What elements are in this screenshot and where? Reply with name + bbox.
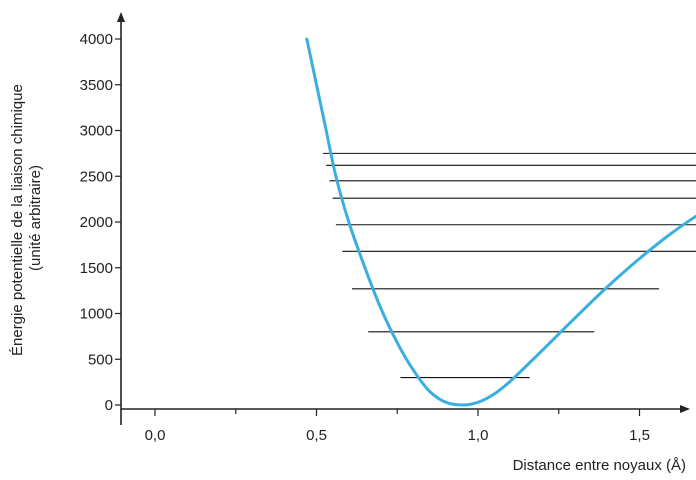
y-ticks: 0 500 1000 1500 2000 2500 3000 3500 4000: [80, 31, 121, 414]
x-axis-arrow: [680, 405, 690, 413]
x-tick-label: 1,0: [468, 427, 489, 444]
x-tick-label: 0,5: [306, 427, 327, 444]
vibrational-levels: [322, 152, 696, 379]
y-tick-label: 4000: [80, 31, 113, 48]
y-axis-title-line1: Énergie potentielle de la liaison chimiq…: [9, 84, 26, 356]
y-tick-label: 2500: [80, 168, 113, 185]
y-tick-label: 2000: [80, 214, 113, 231]
y-tick-label: 1500: [80, 260, 113, 277]
y-tick-label: 0: [105, 397, 113, 414]
y-tick-label: 3500: [80, 77, 113, 94]
x-tick-label: 1,5: [629, 427, 650, 444]
y-axis-arrow: [117, 12, 125, 22]
x-ticks: 0,00,51,01,52,02,53,0: [145, 409, 650, 444]
y-tick-label: 1000: [80, 306, 113, 323]
x-axis-title: Distance entre noyaux (Å): [513, 457, 686, 474]
potential-curve: [305, 37, 696, 407]
y-axis-title-line2: (unité arbitraire): [27, 165, 44, 271]
y-axis-title: Énergie potentielle de la liaison chimiq…: [9, 80, 44, 356]
y-tick-label: 500: [88, 351, 113, 368]
y-tick-label: 3000: [80, 123, 113, 140]
x-tick-label: 0,0: [145, 427, 166, 444]
axes: [117, 12, 690, 425]
